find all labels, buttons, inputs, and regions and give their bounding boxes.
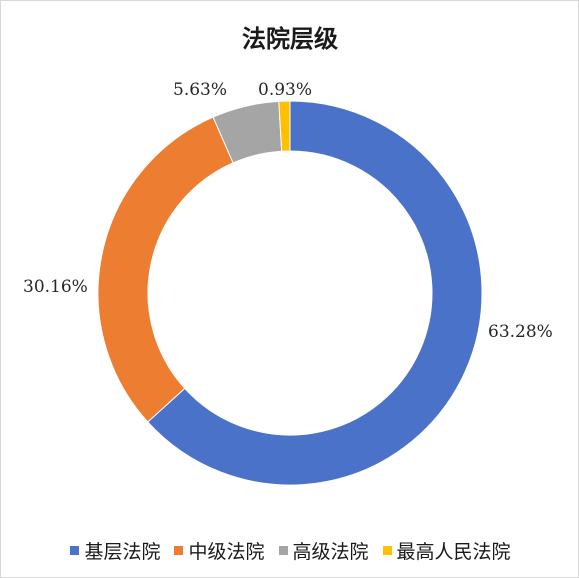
donut-slices	[97, 100, 483, 486]
slice-basic-court	[147, 100, 483, 486]
data-label-high-court: 5.63%	[173, 80, 227, 100]
legend-label-basic-court: 基层法院	[84, 541, 161, 563]
data-label-supreme-court: 0.93%	[258, 80, 312, 100]
chart-legend: 基层法院 中级法院 高级法院 最高人民法院	[1, 537, 578, 564]
legend-item-supreme-court: 最高人民法院	[382, 537, 511, 564]
data-label-basic-court: 63.28%	[488, 322, 553, 342]
slice-supreme-court	[278, 100, 291, 152]
legend-label-intermediate-court: 中级法院	[188, 541, 265, 563]
legend-item-intermediate-court: 中级法院	[174, 537, 265, 564]
legend-label-high-court: 高级法院	[292, 541, 369, 563]
legend-item-basic-court: 基层法院	[70, 537, 160, 564]
legend-marker-intermediate-court	[174, 546, 184, 555]
chart-title: 法院层级	[242, 25, 338, 53]
legend-marker-basic-court	[70, 546, 80, 555]
legend-marker-high-court	[278, 546, 288, 555]
legend-marker-supreme-court	[382, 546, 392, 555]
data-label-intermediate-court: 30.16%	[23, 277, 88, 297]
slice-intermediate-court	[97, 116, 234, 423]
legend-item-high-court: 高级法院	[278, 537, 369, 564]
legend-label-supreme-court: 最高人民法院	[396, 541, 511, 563]
